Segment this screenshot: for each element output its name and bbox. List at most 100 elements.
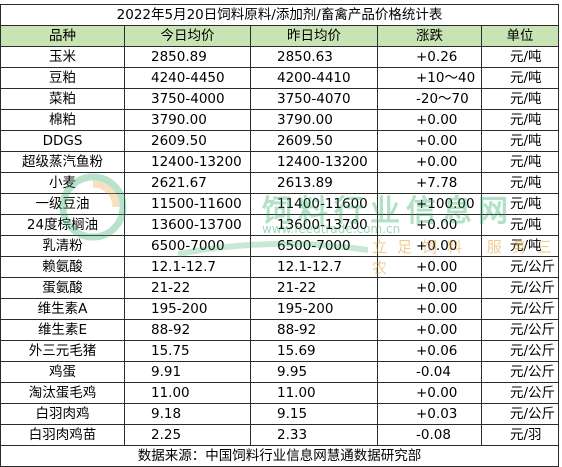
cell-today-price: 88-92 <box>124 319 251 341</box>
cell-unit: 元/吨 <box>480 151 560 173</box>
header-variety: 品种 <box>0 25 125 47</box>
cell-yesterday-price: 2850.63 <box>250 46 378 68</box>
cell-unit: 元/公斤 <box>480 403 560 425</box>
cell-unit: 元/吨 <box>480 67 560 89</box>
cell-unit: 元/公斤 <box>480 382 560 404</box>
cell-yesterday-price: 11.00 <box>250 382 378 404</box>
cell-variety: 一级豆油 <box>0 193 125 215</box>
table-row: 24度棕榈油 13600-13700 13600-13700 +0.00 元/吨 <box>0 214 560 236</box>
cell-change: +0.00 <box>377 277 482 299</box>
header-row: 品种 今日均价 昨日均价 涨跌 单位 <box>0 25 560 47</box>
cell-variety: 24度棕榈油 <box>0 214 125 236</box>
cell-change: +0.26 <box>377 46 482 68</box>
cell-yesterday-price: 9.15 <box>250 403 378 425</box>
cell-change: +0.00 <box>377 256 482 278</box>
cell-today-price: 12.1-12.7 <box>124 256 251 278</box>
cell-change: +0.00 <box>377 235 482 257</box>
cell-yesterday-price: 88-92 <box>250 319 378 341</box>
cell-today-price: 11500-11600 <box>124 193 251 215</box>
cell-unit: 元/公斤 <box>480 361 560 383</box>
cell-yesterday-price: 2.33 <box>250 424 378 446</box>
table-row: 维生素A 195-200 195-200 +0.00 元/公斤 <box>0 298 560 320</box>
cell-yesterday-price: 21-22 <box>250 277 378 299</box>
cell-variety: 菜粕 <box>0 88 125 110</box>
cell-yesterday-price: 2609.50 <box>250 130 378 152</box>
cell-variety: 玉米 <box>0 46 125 68</box>
cell-change: +100.00 <box>377 193 482 215</box>
cell-unit: 元/公斤 <box>480 277 560 299</box>
cell-yesterday-price: 15.69 <box>250 340 378 362</box>
cell-today-price: 2850.89 <box>124 46 251 68</box>
cell-variety: 乳清粉 <box>0 235 125 257</box>
cell-change: +0.00 <box>377 298 482 320</box>
table-row: 乳清粉 6500-7000 6500-7000 +0.00 元/吨 <box>0 235 560 257</box>
cell-yesterday-price: 3790.00 <box>250 109 378 131</box>
cell-today-price: 2621.67 <box>124 172 251 194</box>
cell-variety: 蛋氨酸 <box>0 277 125 299</box>
cell-variety: 小麦 <box>0 172 125 194</box>
table-title: 2022年5月20日饲料原料/添加剂/畜禽产品价格统计表 <box>0 4 560 26</box>
cell-today-price: 13600-13700 <box>124 214 251 236</box>
cell-today-price: 15.75 <box>124 340 251 362</box>
cell-yesterday-price: 6500-7000 <box>250 235 378 257</box>
cell-unit: 元/吨 <box>480 235 560 257</box>
cell-change: +0.00 <box>377 214 482 236</box>
cell-today-price: 9.18 <box>124 403 251 425</box>
data-source: 数据来源：中国饲料行业信息网慧通数据研究部 <box>0 445 560 467</box>
cell-yesterday-price: 195-200 <box>250 298 378 320</box>
cell-variety: DDGS <box>0 130 125 152</box>
table-row: 棉粕 3790.00 3790.00 +0.00 元/吨 <box>0 109 560 131</box>
cell-change: -0.08 <box>377 424 482 446</box>
header-unit: 单位 <box>480 25 560 47</box>
table-row: 维生素E 88-92 88-92 +0.00 元/公斤 <box>0 319 560 341</box>
cell-today-price: 9.91 <box>124 361 251 383</box>
header-yesterday-price: 昨日均价 <box>250 25 378 47</box>
table-row: 鸡蛋 9.91 9.95 -0.04 元/公斤 <box>0 361 560 383</box>
cell-today-price: 11.00 <box>124 382 251 404</box>
cell-change: +0.00 <box>377 382 482 404</box>
cell-today-price: 21-22 <box>124 277 251 299</box>
table-row: 赖氨酸 12.1-12.7 12.1-12.7 +0.00 元/公斤 <box>0 256 560 278</box>
cell-variety: 超级蒸汽鱼粉 <box>0 151 125 173</box>
cell-today-price: 4240-4450 <box>124 67 251 89</box>
cell-today-price: 3750-4000 <box>124 88 251 110</box>
cell-unit: 元/吨 <box>480 109 560 131</box>
cell-unit: 元/吨 <box>480 46 560 68</box>
cell-yesterday-price: 13600-13700 <box>250 214 378 236</box>
header-today-price: 今日均价 <box>124 25 251 47</box>
table-row: 豆粕 4240-4450 4200-4410 +10～40 元/吨 <box>0 67 560 89</box>
cell-today-price: 3790.00 <box>124 109 251 131</box>
cell-unit: 元/吨 <box>480 214 560 236</box>
price-table: 2022年5月20日饲料原料/添加剂/畜禽产品价格统计表 品种 今日均价 昨日均… <box>0 4 560 467</box>
cell-yesterday-price: 12.1-12.7 <box>250 256 378 278</box>
cell-today-price: 2609.50 <box>124 130 251 152</box>
table-row: 玉米 2850.89 2850.63 +0.26 元/吨 <box>0 46 560 68</box>
header-change: 涨跌 <box>377 25 482 47</box>
cell-variety: 棉粕 <box>0 109 125 131</box>
cell-change: +0.00 <box>377 151 482 173</box>
cell-yesterday-price: 4200-4410 <box>250 67 378 89</box>
cell-today-price: 195-200 <box>124 298 251 320</box>
cell-unit: 元/公斤 <box>480 340 560 362</box>
cell-change: +7.78 <box>377 172 482 194</box>
cell-change: +0.00 <box>377 109 482 131</box>
table-row: 超级蒸汽鱼粉 12400-13200 12400-13200 +0.00 元/吨 <box>0 151 560 173</box>
cell-unit: 元/吨 <box>480 172 560 194</box>
table-row: 外三元毛猪 15.75 15.69 +0.06 元/公斤 <box>0 340 560 362</box>
cell-variety: 维生素A <box>0 298 125 320</box>
cell-variety: 鸡蛋 <box>0 361 125 383</box>
cell-variety: 白羽肉鸡 <box>0 403 125 425</box>
cell-change: +0.00 <box>377 319 482 341</box>
cell-unit: 元/公斤 <box>480 256 560 278</box>
table-row: 淘汰蛋毛鸡 11.00 11.00 +0.00 元/公斤 <box>0 382 560 404</box>
cell-today-price: 2.25 <box>124 424 251 446</box>
cell-variety: 外三元毛猪 <box>0 340 125 362</box>
price-sheet: 2022年5月20日饲料原料/添加剂/畜禽产品价格统计表 品种 今日均价 昨日均… <box>0 4 560 467</box>
table-row: 菜粕 3750-4000 3750-4070 -20～70 元/吨 <box>0 88 560 110</box>
cell-change: +10～40 <box>377 67 482 89</box>
table-row: 小麦 2621.67 2613.89 +7.78 元/吨 <box>0 172 560 194</box>
cell-yesterday-price: 2613.89 <box>250 172 378 194</box>
cell-yesterday-price: 12400-13200 <box>250 151 378 173</box>
cell-unit: 元/羽 <box>480 424 560 446</box>
table-row: 蛋氨酸 21-22 21-22 +0.00 元/公斤 <box>0 277 560 299</box>
